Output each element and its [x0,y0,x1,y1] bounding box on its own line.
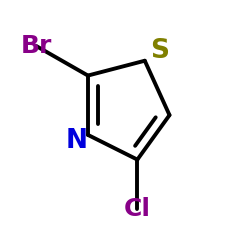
Text: Cl: Cl [124,197,151,221]
Text: Br: Br [20,34,52,58]
Text: N: N [66,128,88,154]
Text: S: S [150,38,169,64]
